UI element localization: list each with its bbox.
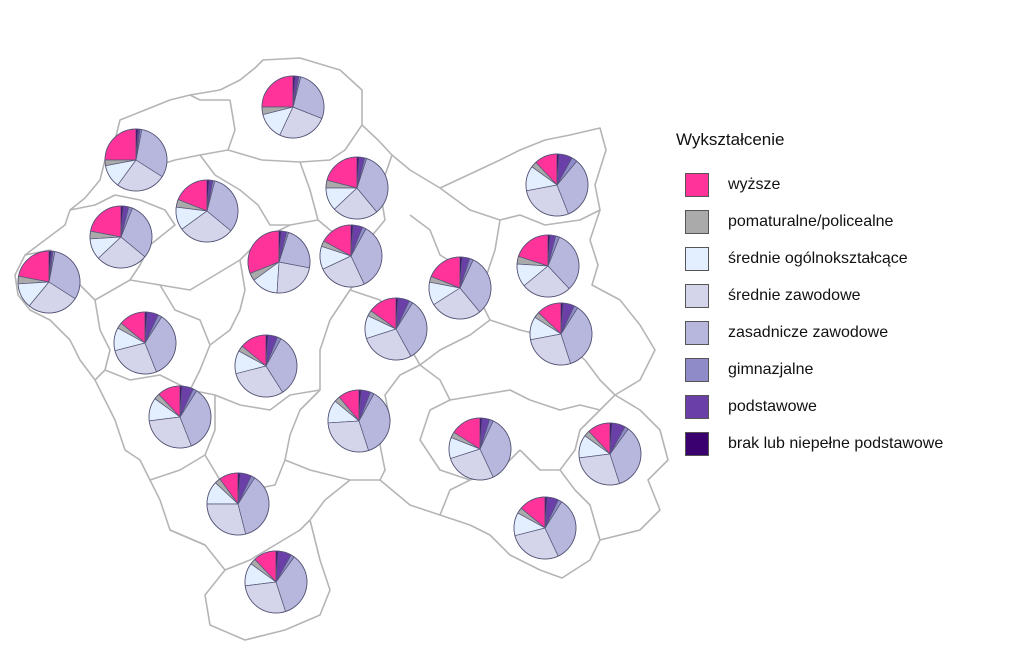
pie-chart [529,302,593,366]
pie-outline [113,311,177,375]
pie-slice [104,128,137,161]
region-line [449,389,616,411]
pie-layer [17,75,642,614]
legend-swatch [685,394,709,419]
legend-label: podstawowe [728,397,817,415]
legend: Wykształcenie wyższe pomaturalne/policea… [676,130,1006,462]
pie-chart [104,128,168,192]
pie-outline [234,334,298,398]
pie-chart [261,75,325,139]
pie-outline [364,297,428,361]
pie-outline [206,472,270,536]
pie-chart [234,334,298,398]
legend-label: gimnazjalne [728,360,814,378]
pie-outline [428,256,492,320]
pie-chart [327,389,391,453]
legend-swatch [685,209,709,234]
legend-item-podstawowe: podstawowe [676,388,1006,425]
pie-chart [17,250,81,314]
pie-chart [525,153,589,217]
pie-outline [578,422,642,486]
pie-outline [525,153,589,217]
pie-chart [578,422,642,486]
pie-chart [319,224,383,288]
legend-swatch [685,357,709,382]
pie-outline [261,75,325,139]
legend-label: średnie ogólnokształcące [728,249,908,267]
pie-chart [448,417,512,481]
region-line [209,259,246,346]
region-line [224,519,311,571]
legend-label: zasadnicze zawodowe [728,323,889,341]
pie-chart [247,230,311,294]
pie-outline [319,224,383,288]
region-line [227,99,363,163]
pie-chart [428,256,492,320]
region-line [199,154,290,226]
pie-chart [244,550,308,614]
legend-label: wyższe [728,175,781,193]
legend-item-zasadnicze-zawodowe: zasadnicze zawodowe [676,314,1006,351]
region-line [169,529,206,546]
legend-item-pomaturalne: pomaturalne/policealne [676,203,1006,240]
region-line [519,449,601,541]
region-line [439,479,471,516]
legend-item-wyzsze: wyższe [676,166,1006,203]
legend-item-srednie-zawodowe: średnie zawodowe [676,277,1006,314]
legend-label: brak lub niepełne podstawowe [728,434,944,452]
region-line [284,319,351,481]
pie-outline [516,234,580,298]
pie-outline [448,417,512,481]
pie-chart [513,496,577,560]
legend-swatch [685,172,709,197]
pie-outline [529,302,593,366]
region-line [159,284,211,391]
region-line [299,161,319,221]
pie-outline [89,205,153,269]
legend-title: Wykształcenie [676,130,785,149]
pie-chart [364,297,428,361]
pie-chart [113,311,177,375]
pie-outline [104,128,168,192]
pie-chart [325,156,389,220]
legend-swatch [685,246,709,271]
pie-outline [325,156,389,220]
region-line [559,409,601,471]
pie-outline [148,385,212,449]
legend-swatch [685,320,709,345]
legend-label: średnie zawodowe [728,286,861,304]
pie-outline [247,230,311,294]
pie-outline [327,389,391,453]
outer-border [14,57,669,641]
pie-outline [17,250,81,314]
pie-chart [89,205,153,269]
pie-chart [148,385,212,449]
pie-chart [206,472,270,536]
legend-item-srednie-ogolnoksztalcace: średnie ogólnokształcące [676,240,1006,277]
pie-outline [175,179,239,243]
pie-outline [244,550,308,614]
region-line [189,94,230,101]
pie-slice [261,75,294,108]
region-line [439,187,601,226]
pie-outline [513,496,577,560]
legend-item-gimnazjalne: gimnazjalne [676,351,1006,388]
legend-swatch [685,283,709,308]
pie-chart [516,234,580,298]
legend-item-brak: brak lub niepełne podstawowe [676,425,1006,462]
legend-swatch [685,431,709,456]
legend-label: pomaturalne/policealne [728,212,894,230]
region-line [94,299,111,381]
pie-chart [175,179,239,243]
